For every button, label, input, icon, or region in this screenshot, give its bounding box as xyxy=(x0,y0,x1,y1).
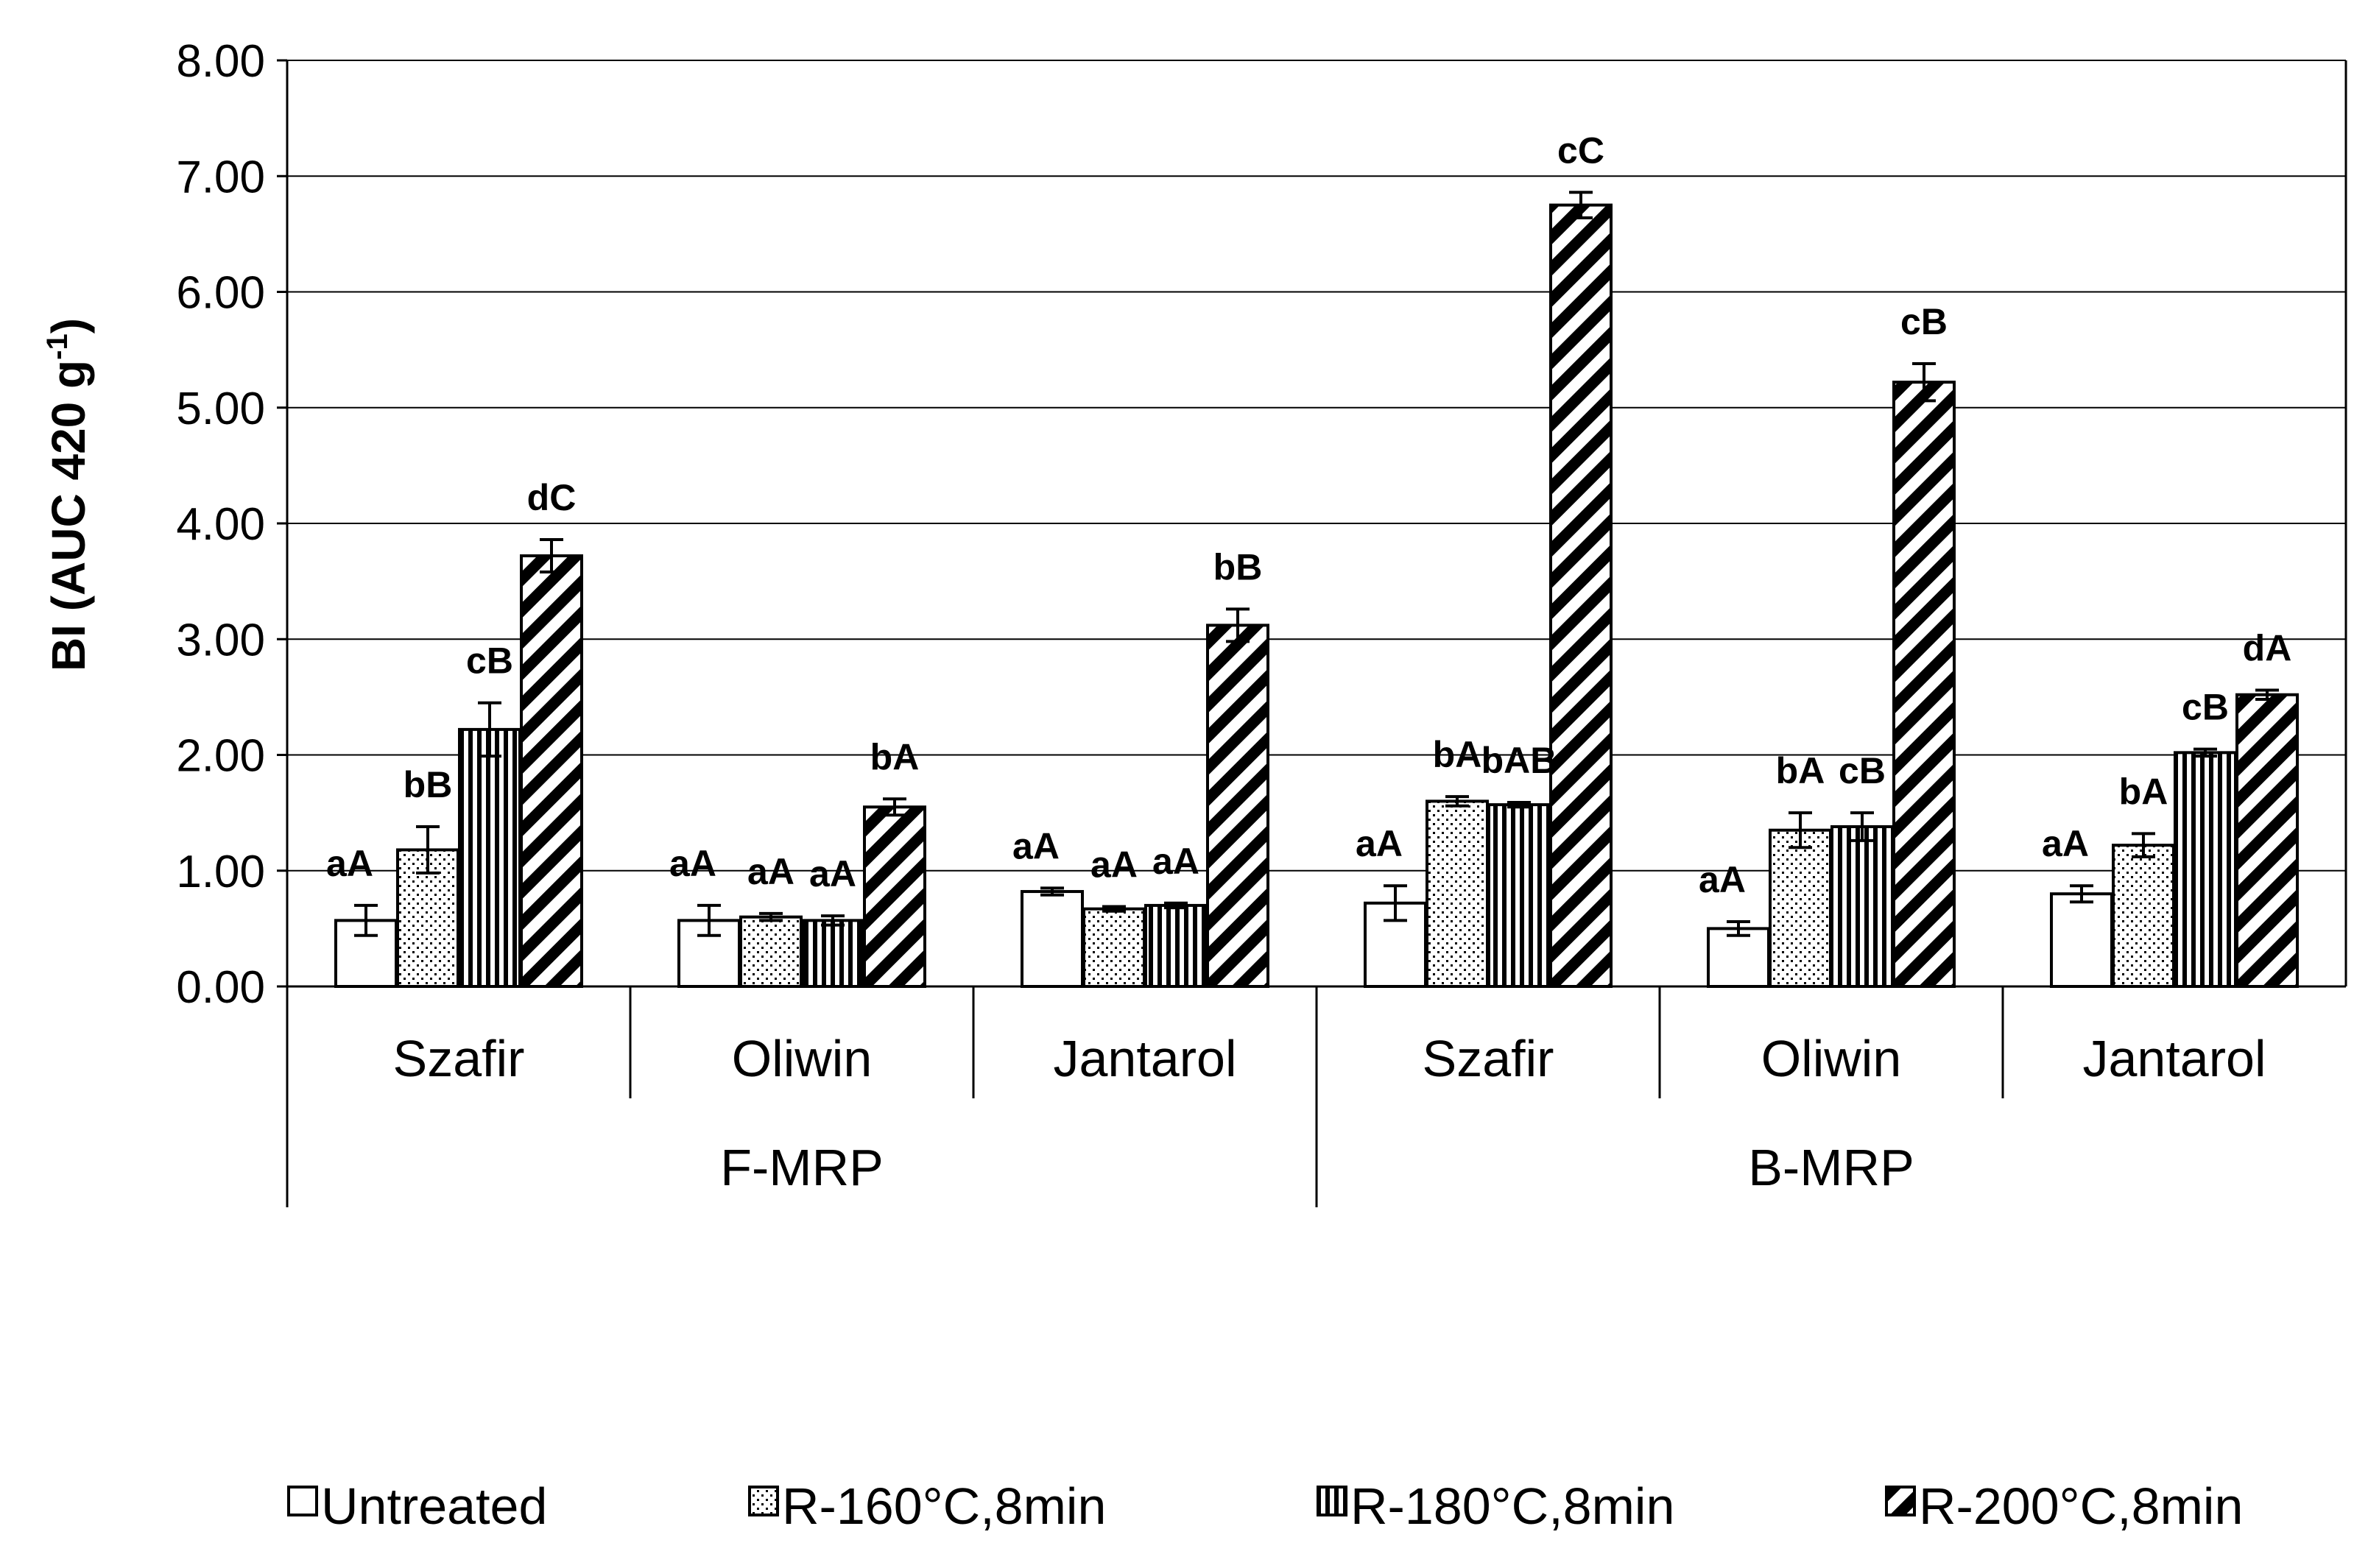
legend-item: R-200°C,8min xyxy=(1885,1477,2243,1535)
bar-annotation: cC xyxy=(1557,130,1604,171)
category-label: Oliwin xyxy=(732,1030,873,1087)
bar-annotation: aA xyxy=(326,843,373,884)
bar xyxy=(458,727,521,989)
bar xyxy=(2050,892,2113,988)
bar xyxy=(1426,799,1489,989)
bar-annotation: bA xyxy=(870,736,920,777)
bar-annotation: cB xyxy=(1900,301,1948,342)
bar-annotation: aA xyxy=(669,843,716,884)
bar xyxy=(520,554,583,988)
bar-annotation: cB xyxy=(2182,687,2229,728)
group-label: B-MRP xyxy=(1748,1139,1914,1196)
category-label: Jantarol xyxy=(1053,1030,1236,1087)
legend-swatch xyxy=(287,1486,318,1516)
gridlines xyxy=(287,60,2346,872)
bar-annotation: aA xyxy=(747,851,794,892)
y-tick-label: 0.00 xyxy=(176,962,265,1013)
y-tick-label: 6.00 xyxy=(176,268,265,319)
category-label: Szafir xyxy=(393,1030,525,1087)
bar-annotation: aA xyxy=(2042,823,2089,864)
bar-annotation: aA xyxy=(1012,825,1060,866)
y-axis-label-sup: -1 xyxy=(41,333,74,360)
y-tick-label: 1.00 xyxy=(176,847,265,897)
y-axis-label-close: ) xyxy=(42,318,95,333)
y-tick-label: 7.00 xyxy=(176,152,265,202)
bar xyxy=(1206,624,1269,988)
bar xyxy=(1892,381,1956,988)
bar xyxy=(2112,844,2175,989)
legend-item: Untreated xyxy=(287,1477,547,1535)
y-tick-label: 2.00 xyxy=(176,731,265,782)
bar-annotations: aA aA aA aA aA aA bB aA aA bA bA bA cB aA aA bAB cB cB dC b… xyxy=(326,130,2291,900)
bar-annotation: cB xyxy=(1839,750,1886,791)
bar-annotation: aA xyxy=(1090,844,1138,885)
y-axis-label-main: BI (AUC 420 g xyxy=(42,360,95,671)
bar xyxy=(1144,903,1208,989)
y-axis-ticks: 0.00 1.00 2.00 3.00 4.00 5.00 6.00 7.00 8.00 xyxy=(176,36,287,1013)
error-bars xyxy=(354,191,2279,937)
legend-label: R-200°C,8min xyxy=(1919,1477,2243,1535)
group-label: F-MRP xyxy=(720,1139,884,1196)
bars xyxy=(334,203,2299,989)
legend: Untreated R-160°C,8min R-180°C,8min R-200°C… xyxy=(287,1477,2243,1535)
bar xyxy=(1707,927,1770,988)
category-label: Oliwin xyxy=(1761,1030,1902,1087)
y-axis-label: BI (AUC 420 g-1) xyxy=(41,318,95,671)
y-tick-label: 8.00 xyxy=(176,36,265,87)
bar xyxy=(1082,907,1146,988)
bar-annotation: bA xyxy=(1433,734,1482,775)
bar xyxy=(863,805,926,988)
bar xyxy=(1830,824,1894,988)
legend-swatch xyxy=(1885,1486,1916,1516)
category-label: Szafir xyxy=(1423,1030,1554,1087)
legend-label: Untreated xyxy=(321,1477,547,1535)
x-axis-categories: Szafir Oliwin Jantarol Szafir Oliwin Jantarol… xyxy=(393,1030,2266,1196)
bar-annotation: aA xyxy=(1356,823,1403,864)
legend-swatch xyxy=(1317,1486,1347,1516)
bar xyxy=(1549,203,1613,988)
legend-swatch xyxy=(748,1486,779,1516)
bar-annotation: aA xyxy=(1152,841,1199,882)
legend-item: R-160°C,8min xyxy=(748,1477,1106,1535)
category-label: Jantarol xyxy=(2082,1030,2266,1087)
axes xyxy=(286,60,2347,1207)
bar xyxy=(2174,751,2237,988)
bar-annotation: bA xyxy=(2119,771,2168,812)
bar-annotation: bA xyxy=(1776,750,1825,791)
y-tick-label: 4.00 xyxy=(176,499,265,550)
y-tick-label: 3.00 xyxy=(176,615,265,665)
bar xyxy=(1021,890,1084,989)
bar-annotation: aA xyxy=(809,853,856,894)
bar-annotation: bB xyxy=(1213,546,1263,587)
y-tick-label: 5.00 xyxy=(176,384,265,434)
bar-annotation: dA xyxy=(2243,627,2292,668)
bar-annotation: bAB xyxy=(1481,740,1557,781)
bar xyxy=(801,919,864,989)
bar-annotation: aA xyxy=(1699,859,1746,900)
bar xyxy=(1487,803,1551,989)
bar-annotation: cB xyxy=(466,640,513,682)
bar xyxy=(1769,828,1832,989)
bar xyxy=(739,915,803,989)
legend-label: R-160°C,8min xyxy=(782,1477,1106,1535)
bar-annotation: dC xyxy=(527,477,577,518)
bar xyxy=(2235,693,2299,988)
legend-item: R-180°C,8min xyxy=(1317,1477,1674,1535)
bar-annotation: bB xyxy=(404,764,453,805)
legend-label: R-180°C,8min xyxy=(1350,1477,1674,1535)
